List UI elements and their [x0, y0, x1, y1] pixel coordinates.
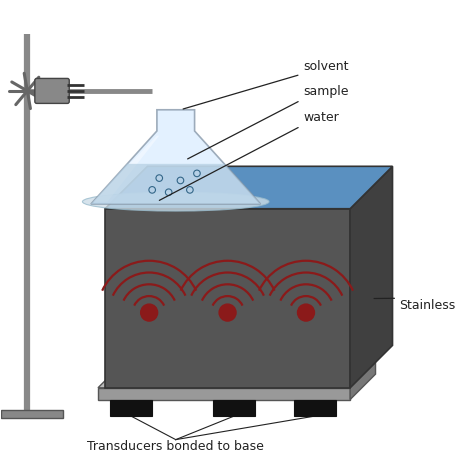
Text: sample: sample [303, 85, 348, 99]
Polygon shape [294, 400, 336, 416]
Circle shape [298, 304, 314, 321]
Circle shape [141, 304, 158, 321]
Polygon shape [105, 166, 392, 209]
Polygon shape [350, 166, 392, 388]
Text: solvent: solvent [303, 60, 348, 73]
Polygon shape [213, 400, 255, 416]
Polygon shape [98, 388, 350, 400]
Polygon shape [350, 362, 375, 400]
FancyBboxPatch shape [35, 78, 69, 103]
Polygon shape [91, 164, 261, 204]
Polygon shape [105, 209, 350, 388]
Circle shape [219, 304, 236, 321]
Polygon shape [110, 400, 152, 416]
Ellipse shape [82, 192, 269, 211]
Polygon shape [93, 136, 159, 201]
Text: Stainless: Stainless [400, 299, 456, 312]
Polygon shape [98, 362, 375, 388]
Text: water: water [303, 111, 339, 124]
Text: Transducers bonded to base: Transducers bonded to base [87, 440, 264, 453]
Polygon shape [1, 410, 63, 419]
Polygon shape [91, 110, 261, 204]
